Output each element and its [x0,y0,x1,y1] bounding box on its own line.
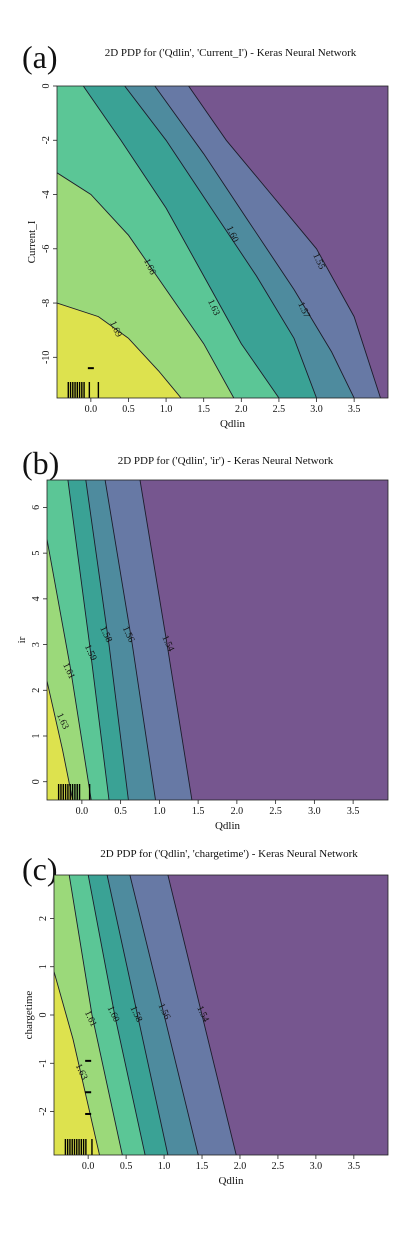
x-tick-label: 2.0 [234,1161,247,1172]
contour-line [57,172,235,398]
x-tick-label: 2.0 [235,404,248,415]
contour-line [68,875,123,1155]
x-axis-label: Qdlin [220,418,246,430]
plot-frame [46,479,389,801]
x-tick-label: 0.0 [76,806,89,817]
contour-line [167,875,237,1155]
x-tick-label: 0.0 [85,404,98,415]
contour-line [139,480,193,800]
x-tick-label: 1.5 [197,404,210,415]
x-tick-label: 3.0 [308,806,321,817]
y-tick-label: 0 [31,779,42,784]
contour-line [47,539,92,800]
y-axis-label: chargetime [23,991,35,1040]
contour-line [106,875,169,1155]
y-tick-label: -2 [41,136,52,144]
y-tick-label: 0 [41,84,52,89]
y-tick-label: -2 [38,1107,49,1115]
x-tick-label: 0.5 [120,1161,133,1172]
y-tick-label: -1 [38,1059,49,1067]
x-tick-label: 0.0 [82,1161,95,1172]
y-tick-label: -10 [41,351,52,364]
plot-frame [56,85,389,399]
panel-1: (b) 2D PDP for ('Qdlin', 'ir') - Keras Ne… [16,445,389,832]
y-tick-label: 4 [31,596,42,601]
y-tick-label: 5 [31,551,42,556]
x-tick-label: 0.5 [122,404,135,415]
chart-title: 2D PDP for ('Qdlin', 'Current_I') - Kera… [105,47,357,59]
x-axis-label: Qdlin [218,1175,244,1187]
contour-line [67,480,110,800]
panel-label: (a) [22,39,58,75]
chart-title: 2D PDP for ('Qdlin', 'ir') - Keras Neura… [118,455,334,467]
contour-line [188,86,381,398]
y-tick-label: -4 [41,190,52,198]
y-tick-label: 2 [31,688,42,693]
panel-2: (c) 2D PDP for ('Qdlin', 'chargetime') - … [22,848,389,1187]
y-tick-label: 0 [38,1013,49,1018]
y-tick-label: 1 [31,734,42,739]
x-tick-label: 3.5 [347,806,360,817]
plot-area: 1.631.611.591.58 1.56 1.54 [47,480,388,800]
contour-line [129,875,199,1155]
plot-area: 1.631.61 1.60 1.58 1.56 1.54 [54,875,388,1155]
contour-line [87,875,146,1155]
panel-label: (c) [22,851,58,887]
x-tick-label: 2.5 [269,806,282,817]
x-tick-label: 1.5 [196,1161,209,1172]
contour-line [104,480,156,800]
y-tick-label: -8 [41,299,52,307]
contour-line [124,86,317,398]
x-tick-label: 1.5 [192,806,205,817]
contour-line [57,302,182,398]
x-axis-label: Qdlin [215,820,241,832]
x-tick-label: 3.0 [310,404,323,415]
y-tick-label: 2 [38,916,49,921]
chart-title: 2D PDP for ('Qdlin', 'chargetime') - Ker… [100,848,358,860]
contour-band [54,971,100,1155]
y-axis-label: ir [16,636,28,643]
x-tick-label: 2.5 [272,1161,285,1172]
x-tick-label: 2.5 [273,404,286,415]
contour-line [47,681,74,800]
contour-line [54,971,100,1155]
x-tick-label: 2.0 [231,806,244,817]
x-tick-label: 3.0 [310,1161,323,1172]
y-tick-label: 1 [38,964,49,969]
y-tick-label: 3 [31,642,42,647]
contour-line [154,86,355,398]
contour-band [57,303,182,398]
x-tick-label: 3.5 [348,1161,361,1172]
x-tick-label: 3.5 [348,404,361,415]
panel-label: (b) [22,445,59,481]
plot-area: 1.691.661.631.601.571.55 [57,86,388,398]
panel-0: (a) 2D PDP for ('Qdlin', 'Current_I') - K… [22,39,389,430]
y-tick-label: -6 [41,245,52,253]
contour-line [82,86,280,398]
y-axis-label: Current_I [26,220,38,263]
y-tick-label: 6 [31,505,42,510]
x-tick-label: 1.0 [158,1161,171,1172]
contour-line [85,480,129,800]
x-tick-label: 1.0 [153,806,166,817]
x-tick-label: 1.0 [160,404,173,415]
x-tick-label: 0.5 [114,806,127,817]
